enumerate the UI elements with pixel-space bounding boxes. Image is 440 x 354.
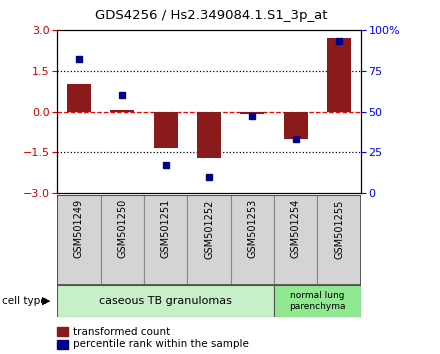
Text: normal lung
parenchyma: normal lung parenchyma	[289, 291, 346, 310]
Bar	[110, 110, 134, 112]
Text: GSM501249: GSM501249	[74, 199, 84, 258]
Text: ▶: ▶	[42, 296, 51, 306]
Bar	[57, 195, 101, 285]
Text: cell type: cell type	[2, 296, 47, 306]
Bar	[101, 195, 144, 285]
Text: transformed count: transformed count	[73, 327, 170, 337]
Bar	[317, 195, 361, 285]
Text: GSM501255: GSM501255	[334, 199, 344, 258]
Bar	[231, 195, 274, 285]
Bar	[284, 112, 308, 139]
Bar	[144, 195, 187, 285]
Bar	[274, 285, 361, 317]
Bar	[57, 285, 274, 317]
Text: GSM501252: GSM501252	[204, 199, 214, 258]
Bar	[240, 112, 264, 114]
Text: GSM501254: GSM501254	[291, 199, 301, 258]
Text: GSM501253: GSM501253	[247, 199, 257, 258]
Bar	[197, 112, 221, 158]
Text: caseous TB granulomas: caseous TB granulomas	[99, 296, 232, 306]
Bar	[154, 112, 178, 148]
Bar	[187, 195, 231, 285]
Bar	[67, 84, 91, 112]
Bar	[327, 38, 351, 112]
Text: percentile rank within the sample: percentile rank within the sample	[73, 339, 249, 349]
Bar	[274, 195, 317, 285]
Text: GSM501251: GSM501251	[161, 199, 171, 258]
Text: GSM501250: GSM501250	[117, 199, 127, 258]
Text: GDS4256 / Hs2.349084.1.S1_3p_at: GDS4256 / Hs2.349084.1.S1_3p_at	[95, 9, 327, 22]
